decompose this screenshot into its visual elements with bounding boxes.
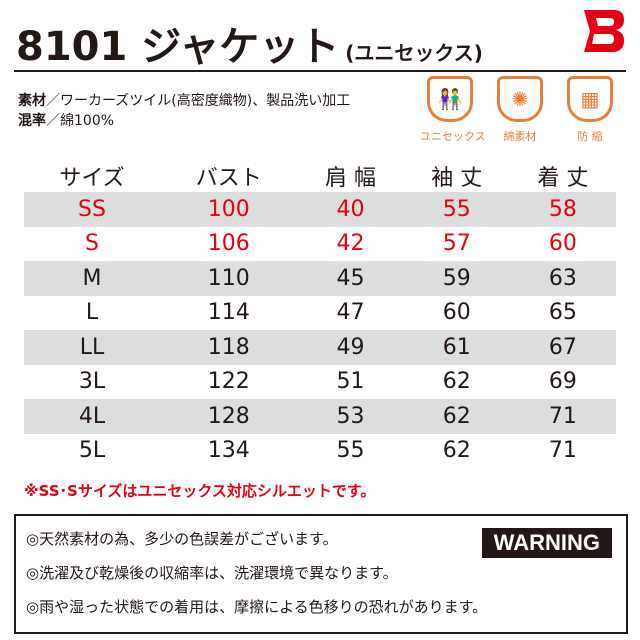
cell-bust: 110 — [160, 261, 298, 296]
cell-bust: 100 — [160, 192, 298, 227]
table-row: 4L 128 53 62 71 — [24, 399, 616, 434]
product-title: 8101 ジャケット — [16, 24, 340, 70]
cell-sleeve: 60 — [442, 300, 471, 326]
warning-line: ◎洗濯及び乾燥後の収縮率は、洗濯環境で異なります。 — [26, 564, 398, 582]
cell-sleeve: 62 — [442, 438, 471, 464]
cell-shoulder: 47 — [336, 300, 365, 326]
cell-bust: 122 — [207, 369, 250, 395]
warning-line: ◎天然素材の為、多少の色誤差がございます。 — [26, 530, 338, 548]
feature-label: 防 縮 — [577, 130, 603, 143]
cell-shoulder: 53 — [297, 399, 404, 434]
cell-shoulder: 55 — [336, 438, 365, 464]
spec-material-value: ／ワーカーズツイル(高密度織物)、製品洗い加工 — [46, 93, 351, 109]
feature-label: ユニセックス — [420, 130, 486, 143]
size-table: サイズ バスト 肩 幅 袖 丈 着 丈 SS 100 40 55 58 S 10… — [24, 160, 616, 468]
cell-length: 71 — [548, 438, 577, 464]
table-row: M 110 45 59 63 — [24, 261, 616, 296]
feature-unisex: 👫 ユニセックス — [420, 76, 486, 144]
header-size: サイズ — [59, 166, 125, 191]
cell-sleeve: 61 — [403, 330, 510, 365]
warning-line: ◎雨や湿った状態での着用は、摩擦による色移りの恐れがあります。 — [26, 598, 488, 616]
page-title: 8101 ジャケット (ユニセックス) — [16, 14, 483, 70]
table-row: S 106 42 57 60 — [24, 227, 616, 262]
cell-shoulder: 45 — [297, 261, 404, 296]
cell-bust: 106 — [207, 231, 250, 257]
spec-blend-key: 混率 — [18, 113, 46, 129]
cell-size: 3L — [78, 369, 106, 395]
unisex-note: ※SS･Sサイズはユニセックス対応シルエットです。 — [24, 482, 376, 500]
cell-size: S — [85, 231, 99, 257]
cell-size: LL — [24, 330, 161, 365]
cell-size: 5L — [78, 438, 106, 464]
cell-bust: 134 — [207, 438, 250, 464]
feature-shrink-proof: ▦ 防 縮 — [560, 76, 620, 144]
cell-length: 69 — [548, 369, 577, 395]
header-sleeve: 袖 丈 — [431, 166, 483, 191]
cell-bust: 128 — [160, 399, 298, 434]
shrink-proof-icon: ▦ — [567, 76, 613, 122]
table-row: L 114 47 60 65 — [24, 296, 616, 331]
spec-material-key: 素材 — [18, 93, 46, 109]
cell-length: 63 — [509, 261, 616, 296]
size-table-header: サイズ バスト 肩 幅 袖 丈 着 丈 — [24, 160, 616, 192]
header-bust: バスト — [195, 166, 262, 191]
cell-shoulder: 40 — [297, 192, 404, 227]
spec-material: 素材／ワーカーズツイル(高密度織物)、製品洗い加工 — [18, 90, 350, 110]
cell-sleeve: 57 — [442, 231, 471, 257]
spec-blend: 混率／綿100% — [18, 110, 114, 130]
brand-logo — [584, 10, 625, 52]
header-length: 着 丈 — [537, 166, 589, 191]
feature-icons: 👫 ユニセックス ✺ 綿素材 ▦ 防 縮 — [420, 76, 620, 144]
cell-sleeve: 62 — [442, 369, 471, 395]
cell-sleeve: 62 — [403, 399, 510, 434]
warning-box: WARNING ◎天然素材の為、多少の色誤差がございます。 ◎洗濯及び乾燥後の収… — [14, 514, 628, 634]
cell-length: 65 — [548, 300, 577, 326]
cell-length: 58 — [509, 192, 616, 227]
cell-sleeve: 55 — [403, 192, 510, 227]
cell-length: 71 — [509, 399, 616, 434]
title-rule — [14, 70, 626, 72]
cell-size: SS — [24, 192, 161, 227]
cell-shoulder: 42 — [336, 231, 365, 257]
table-row: SS 100 40 55 58 — [24, 192, 616, 227]
product-subtitle: (ユニセックス) — [345, 41, 483, 65]
cell-size: L — [85, 300, 99, 326]
cell-bust: 118 — [160, 330, 298, 365]
table-row: 5L 134 55 62 71 — [24, 434, 616, 469]
cell-sleeve: 59 — [403, 261, 510, 296]
cell-length: 60 — [548, 231, 577, 257]
header-shoulder: 肩 幅 — [325, 166, 377, 191]
cotton-icon: ✺ — [497, 76, 543, 122]
feature-cotton: ✺ 綿素材 — [490, 76, 550, 144]
table-row: 3L 122 51 62 69 — [24, 365, 616, 400]
warning-badge: WARNING — [481, 528, 612, 558]
table-row: LL 118 49 61 67 — [24, 330, 616, 365]
cell-length: 67 — [509, 330, 616, 365]
cell-shoulder: 51 — [336, 369, 365, 395]
feature-label: 綿素材 — [503, 130, 537, 143]
unisex-icon: 👫 — [427, 76, 473, 122]
spec-blend-value: ／綿100% — [46, 113, 115, 129]
cell-size: M — [24, 261, 161, 296]
cell-bust: 114 — [207, 300, 250, 326]
cell-size: 4L — [24, 399, 161, 434]
cell-shoulder: 49 — [297, 330, 404, 365]
